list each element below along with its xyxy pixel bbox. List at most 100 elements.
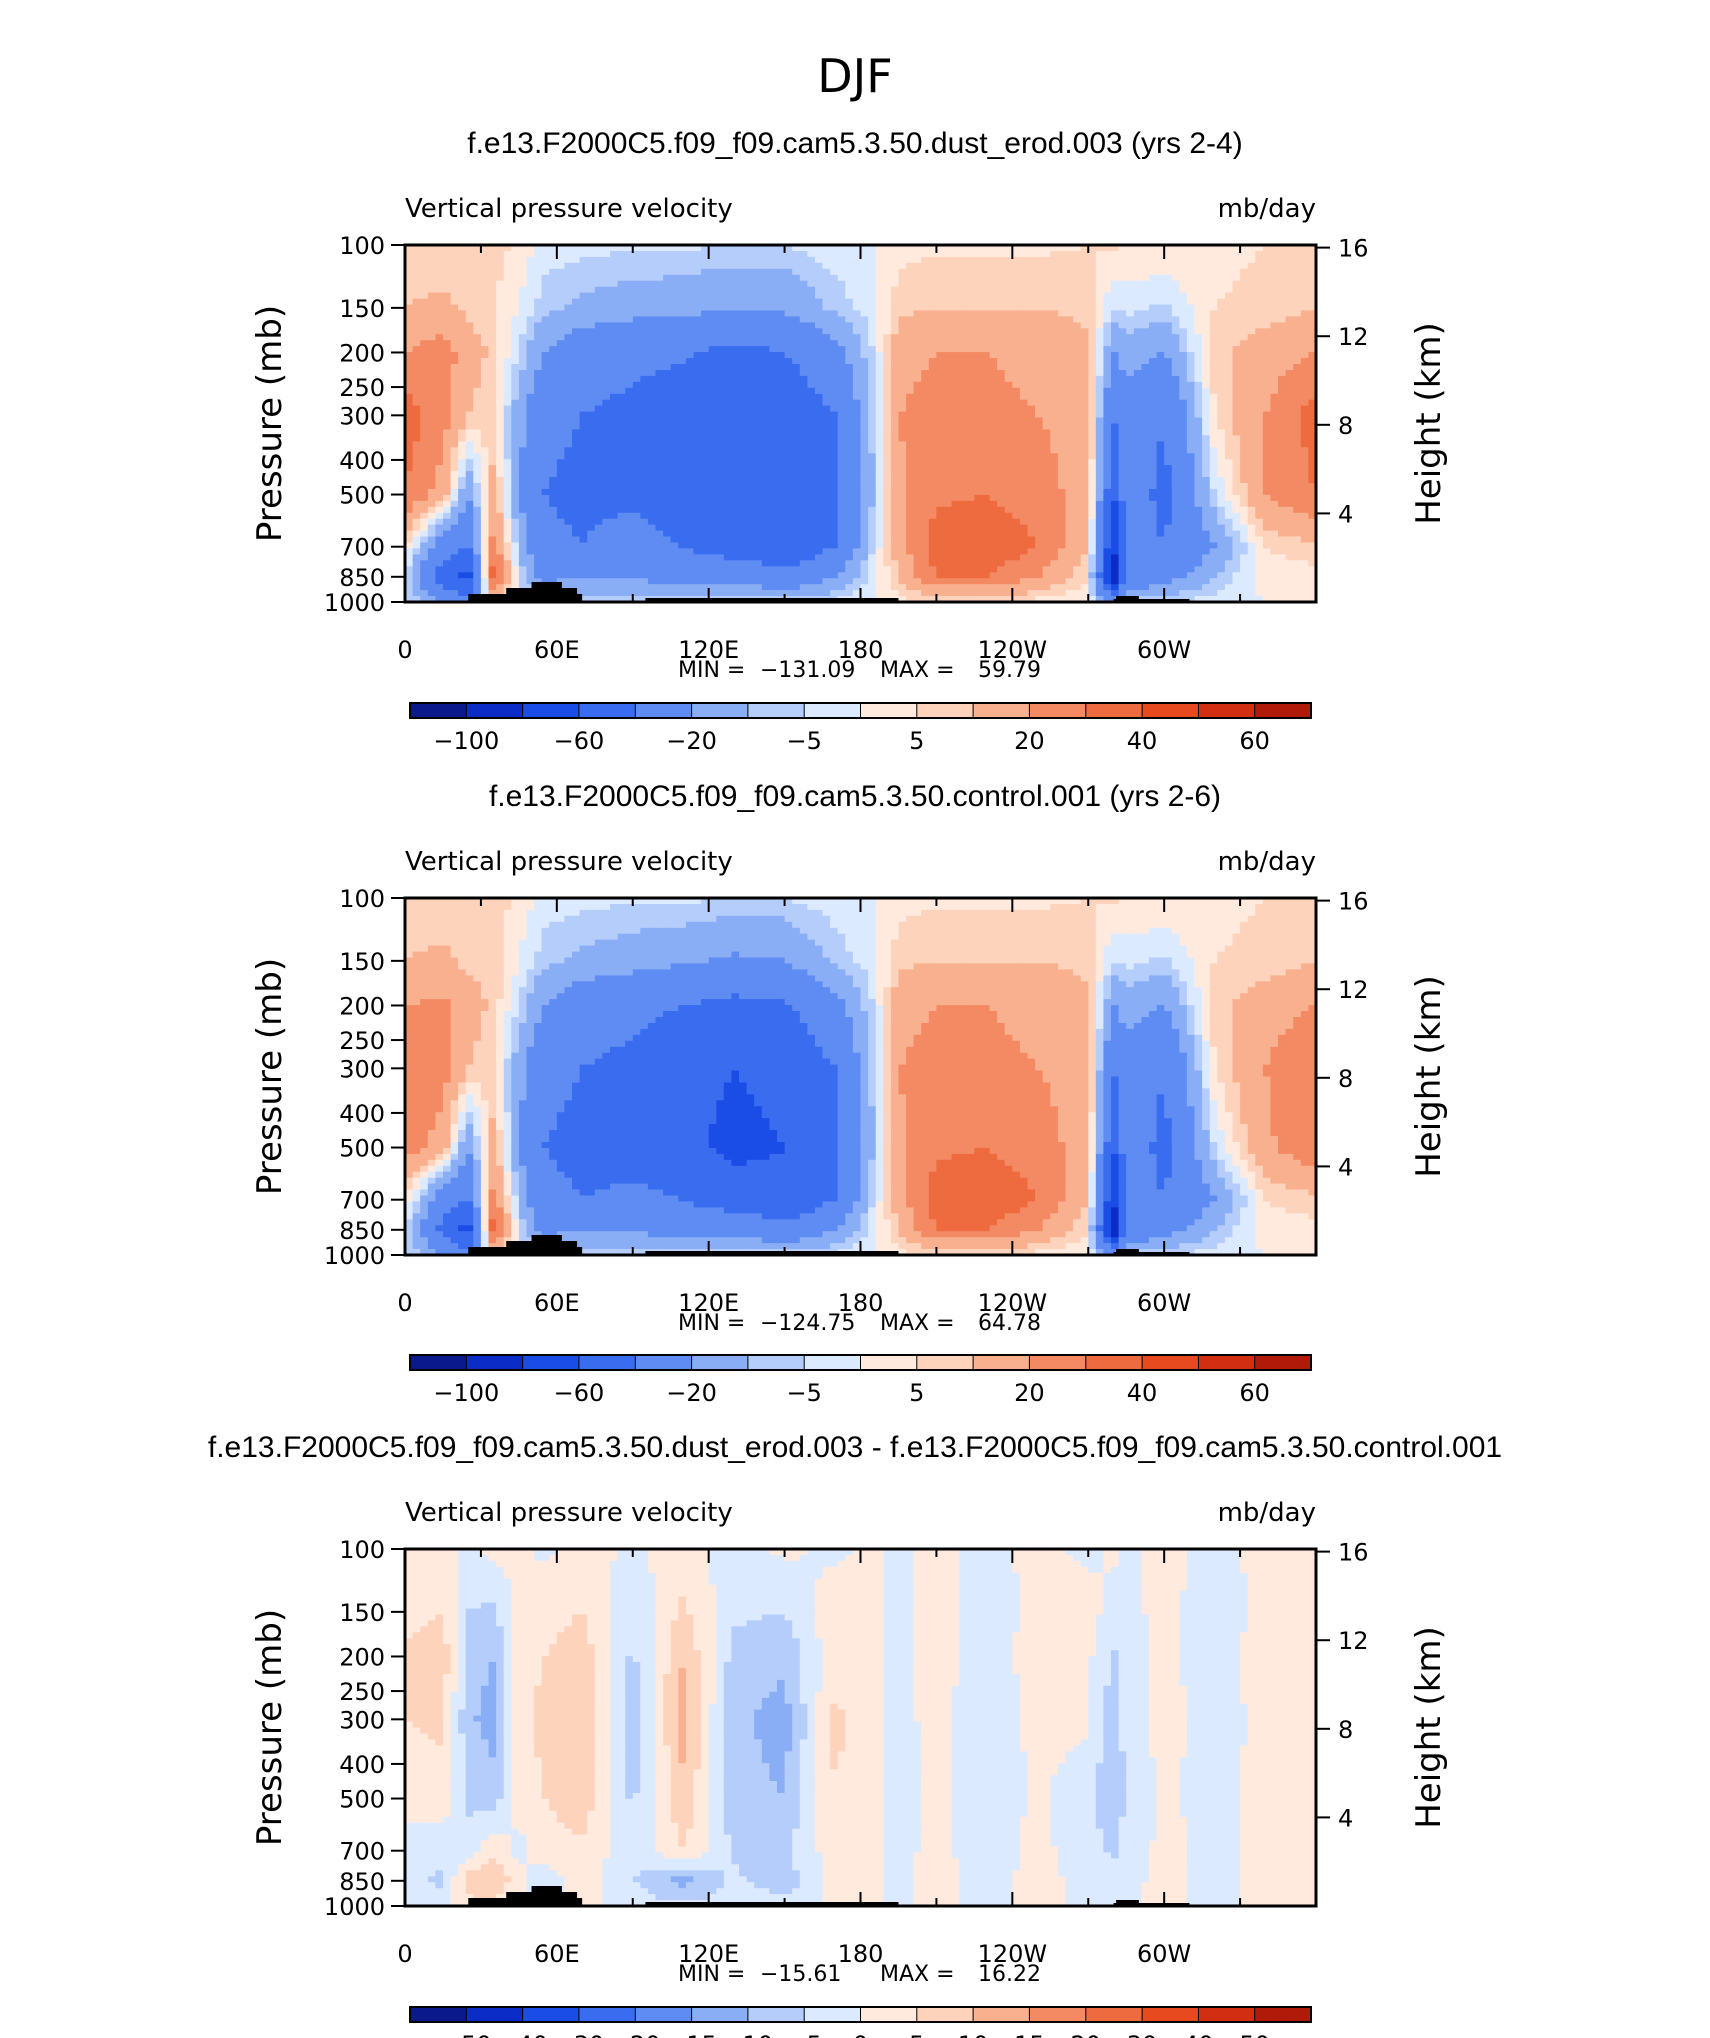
field-cell [952,251,960,258]
field-cell [914,483,922,490]
field-cell [762,275,770,282]
field-cell [914,394,922,401]
field-cell [443,465,451,472]
field-cell [739,334,747,341]
field-cell [1020,382,1028,389]
field-cell [1073,471,1081,478]
field-cell [1210,376,1218,383]
field-cell [1058,471,1066,478]
field-cell [762,376,770,383]
field-cell [1195,412,1203,419]
field-cell [1286,400,1294,407]
field-cell [899,310,907,317]
field-cell [1270,447,1278,454]
field-cell [564,465,572,472]
field-cell [853,489,861,496]
field-cell [1126,459,1134,466]
field-cell [1005,376,1013,383]
field-cell [876,388,884,395]
field-cell [754,251,762,258]
field-cell [428,453,436,460]
field-cell [610,400,618,407]
field-cell [420,382,428,389]
field-cell [1050,376,1058,383]
field-cell [701,465,709,472]
field-cell [625,352,633,359]
field-cell [921,364,929,371]
field-cell [709,275,717,282]
field-cell [731,471,739,478]
field-cell [974,287,982,294]
field-cell [648,412,656,419]
field-cell [625,459,633,466]
field-cell [891,412,899,419]
field-cell [1066,388,1074,395]
field-cell [1096,299,1104,306]
field-cell [671,251,679,258]
field-cell [435,418,443,425]
field-cell [838,447,846,454]
field-cell [1233,358,1241,365]
field-cell [1187,406,1195,413]
field-cell [891,471,899,478]
field-cell [1217,251,1225,258]
field-cell [1164,459,1172,466]
field-cell [428,364,436,371]
field-cell [1293,281,1301,288]
field-cell [739,322,747,329]
field-cell [769,400,777,407]
field-cell [876,459,884,466]
field-cell [1179,483,1187,490]
field-cell [754,477,762,484]
field-cell [747,489,755,496]
field-cell [1179,382,1187,389]
field-cell [959,441,967,448]
field-cell [762,424,770,431]
field-cell [428,489,436,496]
field-cell [1301,465,1309,472]
field-cell [549,322,557,329]
field-cell [792,257,800,264]
field-cell [1240,293,1248,300]
field-cell [1248,293,1256,300]
field-cell [428,299,436,306]
field-cell [1005,459,1013,466]
field-cell [1225,459,1233,466]
field-cell [967,287,975,294]
field-cell [1012,346,1020,353]
field-cell [557,293,565,300]
field-cell [1058,447,1066,454]
field-cell [511,305,519,312]
field-cell [906,269,914,276]
field-cell [990,340,998,347]
field-cell [701,263,709,270]
field-cell [731,293,739,300]
field-cell [800,299,808,306]
field-cell [1012,322,1020,329]
field-cell [451,334,459,341]
field-cell [997,352,1005,359]
field-cell [686,334,694,341]
field-cell [640,382,648,389]
field-cell [519,453,527,460]
field-cell [618,269,626,276]
field-cell [952,447,960,454]
field-cell [1233,263,1241,270]
field-cell [527,489,535,496]
field-cell [413,352,421,359]
field-cell [982,388,990,395]
field-cell [1149,281,1157,288]
field-cell [1012,299,1020,306]
field-cell [625,382,633,389]
field-cell [656,322,664,329]
field-cell [1278,465,1286,472]
field-cell [1141,281,1149,288]
field-cell [1043,263,1051,270]
field-cell [990,281,998,288]
field-cell [1141,299,1149,306]
field-cell [648,328,656,335]
field-cell [1020,322,1028,329]
field-cell [716,364,724,371]
field-cell [815,281,823,288]
